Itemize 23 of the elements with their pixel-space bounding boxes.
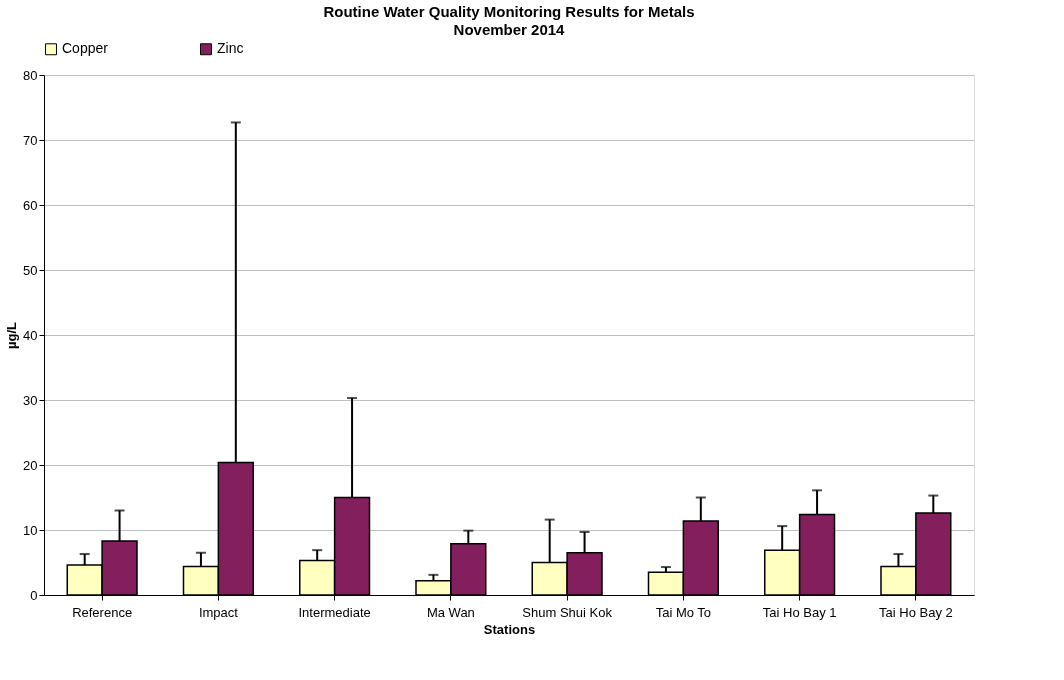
y-tick-label: 30 <box>23 392 38 408</box>
legend-label: Copper <box>62 40 109 57</box>
y-tick-label: 0 <box>30 587 38 603</box>
chart-subtitle: November 2014 <box>453 21 566 38</box>
x-tick-label: Tai Mo To <box>655 604 712 620</box>
x-tick-label: Ma Wan <box>426 604 475 620</box>
x-tick-label: Impact <box>198 604 239 620</box>
chart-title: Routine Water Quality Monitoring Results for Metals <box>323 3 695 20</box>
x-axis-title: Stations <box>483 621 536 637</box>
legend-label: Zinc <box>217 40 244 57</box>
y-tick-label: 10 <box>23 522 38 538</box>
y-tick-label: 20 <box>23 457 38 473</box>
y-tick-label: 50 <box>23 262 38 278</box>
y-axis-title: µg/L <box>4 321 20 349</box>
x-tick-label: Tai Ho Bay 1 <box>762 604 837 620</box>
x-tick-label: Tai Ho Bay 2 <box>879 604 953 620</box>
y-tick-label: 70 <box>23 132 38 148</box>
y-tick-label: 60 <box>23 197 38 213</box>
x-tick-label: Reference <box>72 604 133 620</box>
y-tick-label: 40 <box>23 327 38 343</box>
x-tick-label: Intermediate <box>298 604 371 620</box>
y-tick-label: 80 <box>23 67 38 83</box>
x-tick-label: Shum Shui Kok <box>522 604 613 620</box>
